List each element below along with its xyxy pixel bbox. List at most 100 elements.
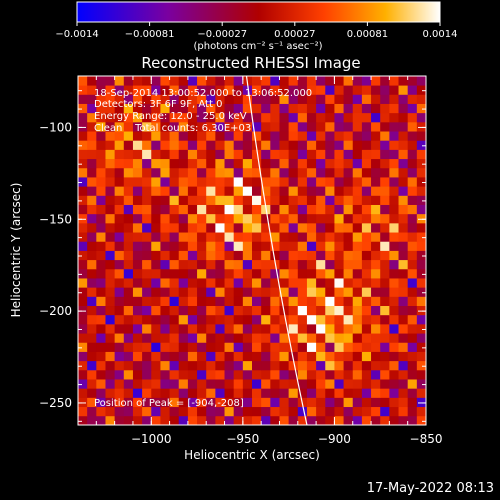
heatmap-cell [325,388,335,398]
heatmap-cell [160,121,170,132]
heatmap-cell [371,158,381,169]
heatmap-cell [224,112,235,123]
heatmap-cell [233,85,244,95]
heatmap-cell [407,76,418,86]
heatmap-cell [371,195,381,205]
heatmap-cell [261,241,271,251]
heatmap-cell [279,94,290,104]
heatmap-cell [187,305,198,316]
heatmap-cell [169,342,180,352]
heatmap-cell [306,351,317,362]
heatmap-cell [270,305,280,316]
heatmap-cell [78,85,88,95]
heatmap-cell [416,351,426,362]
heatmap-cell [160,305,170,316]
heatmap-cell [380,415,390,425]
heatmap-cell [352,250,363,261]
heatmap-cell [380,342,390,352]
heatmap-cell [270,232,280,242]
heatmap-cell [352,314,363,325]
heatmap-cell [297,140,308,150]
heatmap-cell [132,388,143,398]
heatmap-cell [160,287,170,297]
heatmap-cell [105,342,116,352]
heatmap-cell [398,259,409,270]
heatmap-cell [261,94,271,104]
heatmap-cell [343,149,354,160]
heatmap-cell [215,268,225,279]
heatmap-cell [407,103,418,114]
heatmap-cell [398,232,409,242]
heatmap-cell [316,140,326,150]
heatmap-cell [224,388,235,398]
heatmap-cell [306,379,317,389]
heatmap-cell [297,232,308,242]
heatmap-cell [96,351,106,362]
heatmap-cell [105,323,116,334]
heatmap-cell [361,360,372,371]
heatmap-cell [96,369,106,380]
heatmap-cell [242,388,253,398]
heatmap-cell [416,195,426,205]
heatmap-cell [270,287,280,297]
heatmap-cell [123,278,134,288]
heatmap-cell [242,112,253,123]
heatmap-cell [261,103,271,114]
heatmap-cell [252,241,262,251]
heatmap-cell [96,259,106,270]
heatmap-cell [151,379,161,389]
heatmap-cell [233,250,244,261]
heatmap-cell [114,397,125,408]
heatmap-cell [325,296,335,307]
heatmap-cell [389,121,399,132]
heatmap-cell [87,360,97,371]
heatmap-cell [224,360,235,371]
heatmap-cell [142,406,152,417]
heatmap-cell [316,222,326,233]
heatmap-cell [334,76,344,86]
heatmap-cell [334,388,344,398]
heatmap-cell [325,415,335,425]
heatmap-cell [306,195,317,205]
heatmap-cell [297,149,308,160]
heatmap-cell [151,415,161,425]
heatmap-cell [306,186,317,196]
heatmap-cell [78,186,88,196]
heatmap-cell [398,268,409,279]
heatmap-cell [142,241,152,251]
heatmap-cell [114,186,125,196]
heatmap-cell [316,158,326,169]
heatmap-cell [352,360,363,371]
heatmap-cell [151,278,161,288]
heatmap-cell [325,232,335,242]
heatmap-cell [142,388,152,398]
heatmap-cell [325,305,335,316]
heatmap-cell [169,250,180,261]
heatmap-cell [279,415,290,425]
heatmap-cell [114,287,125,297]
heatmap-cell [87,287,97,297]
heatmap-cell [78,222,88,233]
heatmap-cell [105,121,116,132]
heatmap-cell [306,158,317,169]
heatmap-cell [224,259,235,270]
heatmap-cell [389,177,399,187]
heatmap-cell [142,323,152,334]
heatmap-cell [233,360,244,371]
heatmap-cell [105,268,116,279]
heatmap-cell [325,103,335,114]
heatmap-cell [224,121,235,132]
heatmap-cell [361,369,372,380]
heatmap-cell [380,94,390,104]
heatmap-cell [270,278,280,288]
heatmap-cell [316,85,326,95]
heatmap-cell [334,287,344,297]
heatmap-cell [224,140,235,150]
heatmap-cell [398,406,409,417]
heatmap-cell [242,85,253,95]
heatmap-cell [352,369,363,380]
heatmap-cell [151,103,161,114]
heatmap-cell [187,415,198,425]
heatmap-cell [96,232,106,242]
heatmap-cell [132,241,143,251]
